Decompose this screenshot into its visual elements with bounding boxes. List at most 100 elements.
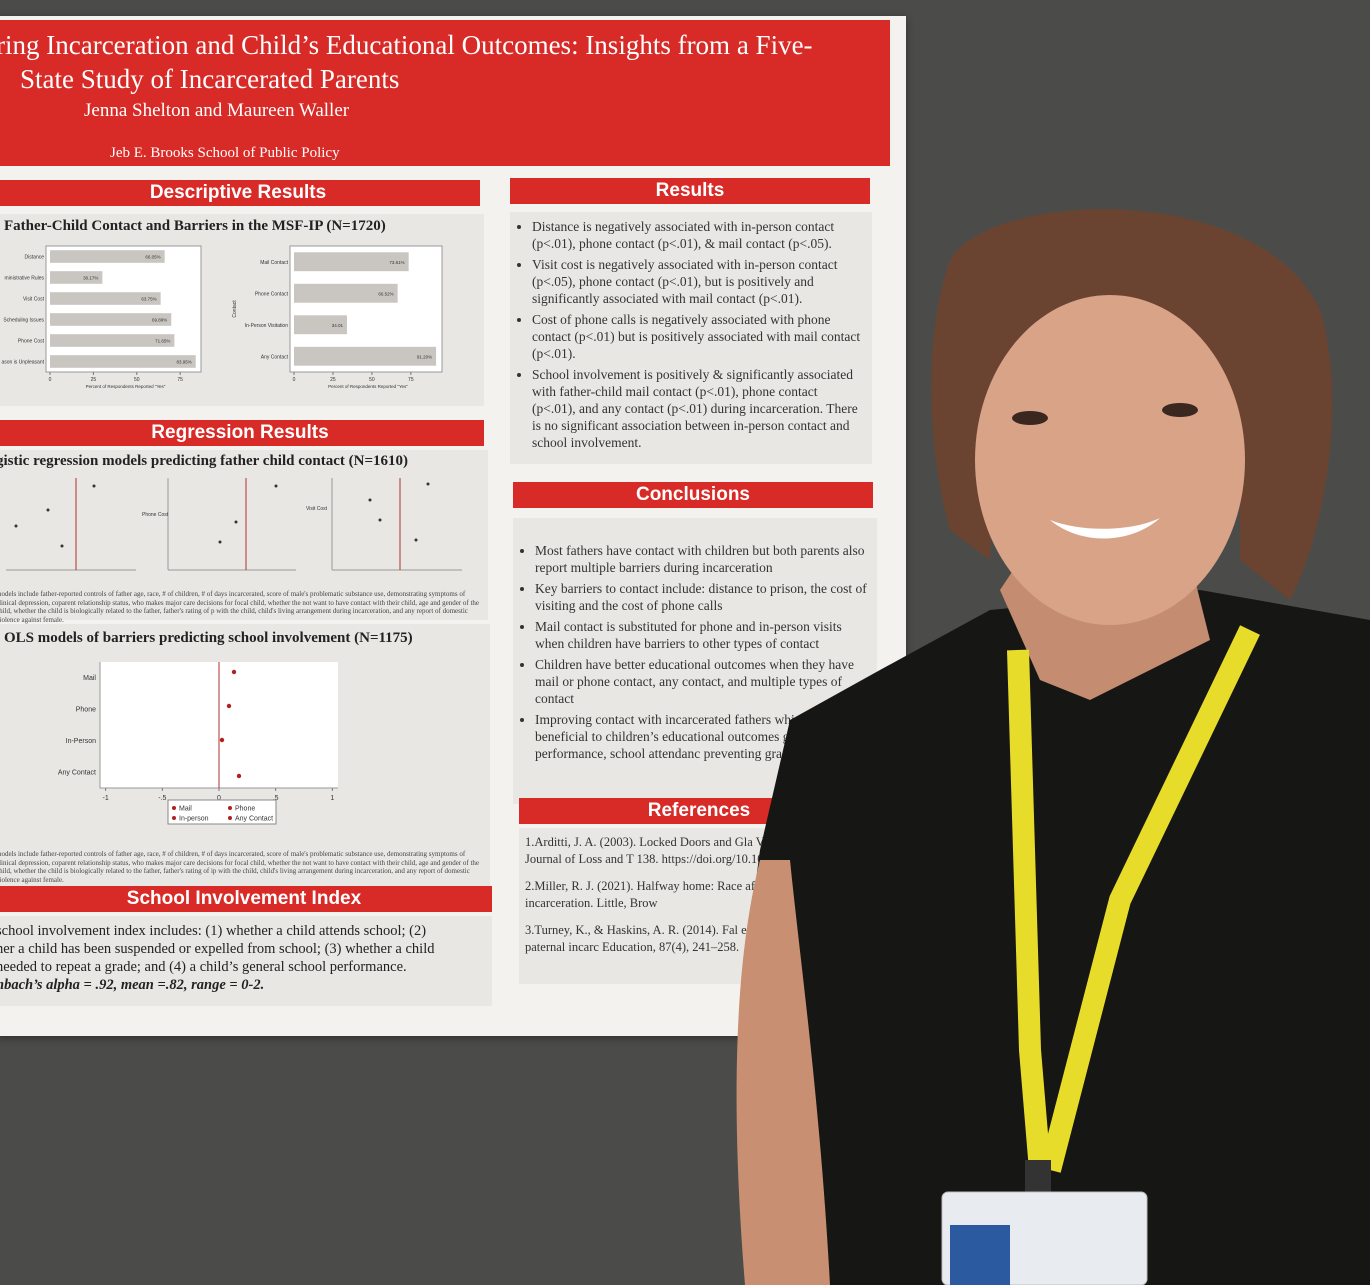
plot-frame xyxy=(45,245,202,373)
x-tick-label: -1 xyxy=(103,795,109,802)
category-label: Mail xyxy=(83,675,96,682)
bullet: Cost of phone calls is negatively associ… xyxy=(532,311,864,362)
chart-title: Father-Child Contact and Barriers in the… xyxy=(4,218,386,234)
bar xyxy=(50,250,165,263)
legend-label: In-person xyxy=(179,816,209,823)
category-label: Mail Contact xyxy=(260,260,288,266)
value-label: 66.05% xyxy=(145,255,160,260)
section-heading: School Involvement Index xyxy=(0,886,492,912)
value-label: 34.01 xyxy=(332,323,344,328)
point xyxy=(231,669,237,675)
coefficient-plot: Mail Phone In-Person Any Contact -1 -.5 0 .5 1 Ma… xyxy=(58,662,338,825)
chart-title: gistic regression models predicting fath… xyxy=(0,453,408,469)
authors: Jenna Shelton and Maureen Waller xyxy=(84,100,350,121)
category-label: Any Contact xyxy=(261,354,289,360)
panel: Distance is negatively associated with i… xyxy=(510,212,872,464)
reference: 2.Miller, R. J. (2021). Halfway home: Ra… xyxy=(525,879,827,910)
x-tick-label: 75 xyxy=(408,377,414,383)
category-label: Phone Cost xyxy=(18,339,45,345)
panel: gistic regression models predicting fath… xyxy=(0,450,488,624)
x-tick-label: 50 xyxy=(134,377,140,383)
bar xyxy=(294,252,409,272)
legend-label: Any Contact xyxy=(235,816,273,823)
point xyxy=(226,703,232,709)
x-tick-label: -.5 xyxy=(158,795,166,802)
title-line: State Study of Incarcerated Parents xyxy=(20,64,400,94)
text-line: needed to repeat a grade; and (4) a chil… xyxy=(0,959,407,975)
x-tick-label: 25 xyxy=(330,377,336,383)
bar xyxy=(50,355,196,368)
section-heading: Results xyxy=(510,178,870,204)
bar xyxy=(294,346,437,366)
category-label: Phone xyxy=(76,706,96,713)
point xyxy=(219,737,225,743)
bullet: Children have better educational outcome… xyxy=(535,656,869,707)
x-tick-label: 1 xyxy=(330,795,334,802)
panel: OLS models of barriers predicting school… xyxy=(0,624,490,894)
section-heading: Regression Results xyxy=(0,420,484,446)
legend-label: Mail xyxy=(179,806,192,813)
footnote: models include father-reported controls … xyxy=(0,590,480,624)
chart-title: OLS models of barriers predicting school… xyxy=(4,630,413,646)
bar xyxy=(294,315,347,335)
text-line: school involvement index includes: (1) w… xyxy=(0,923,427,939)
category-label: Distance xyxy=(25,255,45,261)
legend-box xyxy=(167,799,277,825)
bar xyxy=(50,313,172,326)
affiliation: Jeb E. Brooks School of Public Policy xyxy=(110,145,340,161)
x-tick-label: 0 xyxy=(49,377,52,383)
category-label: ministrative Rules xyxy=(5,276,45,282)
bar xyxy=(50,292,161,305)
category-label: Any Contact xyxy=(58,769,96,776)
axes xyxy=(99,662,338,789)
value-label: 66.52% xyxy=(378,291,393,296)
x-tick-label: 25 xyxy=(91,377,97,383)
category-label: Visit Cost xyxy=(23,297,45,303)
bullet: Distance is negatively associated with i… xyxy=(532,218,864,252)
value-label: 73.61% xyxy=(389,260,404,265)
legend-marker xyxy=(228,806,232,810)
value-label: 63.75% xyxy=(141,297,156,302)
text-line: nbach’s alpha = .92, mean =.82, range = … xyxy=(0,977,265,993)
x-axis-label: Percent of Respondents Reported "Yes" xyxy=(86,384,166,389)
bullet: Mail contact is substituted for phone an… xyxy=(535,618,869,652)
title-line: ring Incarceration and Child’s Education… xyxy=(0,30,813,60)
forest-plots: Phone Cost Visit Cost xyxy=(6,478,462,571)
y-axis-label: Contact xyxy=(232,300,238,318)
bar-charts: Distance 66.05% ministrative Rules 30.17% Vi… xyxy=(1,245,443,389)
legend-label: Phone xyxy=(235,806,255,813)
title-banner: ring Incarceration and Child’s Education… xyxy=(0,20,890,166)
legend-marker xyxy=(172,816,176,820)
category-label: ason is Unpleasant xyxy=(1,360,44,366)
section-heading: Conclusions xyxy=(513,482,873,508)
text-line: her a child has been suspended or expell… xyxy=(0,941,435,957)
value-label: 91.20% xyxy=(417,354,432,359)
value-label: 83.95% xyxy=(176,360,191,365)
legend-marker xyxy=(172,806,176,810)
value-label: 30.17% xyxy=(83,276,98,281)
bar xyxy=(294,283,398,303)
legend-marker xyxy=(228,816,232,820)
point xyxy=(236,773,242,779)
bar xyxy=(50,334,175,347)
x-tick-label: 0 xyxy=(217,795,221,802)
x-tick-label: 50 xyxy=(369,377,375,383)
bullet: Visit cost is negatively associated with… xyxy=(532,256,864,307)
x-tick-label: 75 xyxy=(177,377,183,383)
bullet: Most fathers have contact with children … xyxy=(535,542,869,576)
x-tick-label: .5 xyxy=(273,795,279,802)
poster: ring Incarceration and Child’s Education… xyxy=(0,16,906,1036)
panel-label: Phone Cost xyxy=(142,512,169,518)
bullet: Key barriers to contact include: distanc… xyxy=(535,580,869,614)
category-label: Phone Contact xyxy=(255,291,289,297)
panel: school involvement index includes: (1) w… xyxy=(0,916,492,1006)
bullet-list: Distance is negatively associated with i… xyxy=(510,218,872,451)
bullet-list: Most fathers have contact with children … xyxy=(513,542,877,762)
bar xyxy=(50,271,103,284)
panel-label: Visit Cost xyxy=(306,506,328,512)
value-label: 69.89% xyxy=(152,318,167,323)
category-label: In-Person Visitation xyxy=(245,323,288,329)
category-label: Scheduling Issues xyxy=(3,318,44,324)
